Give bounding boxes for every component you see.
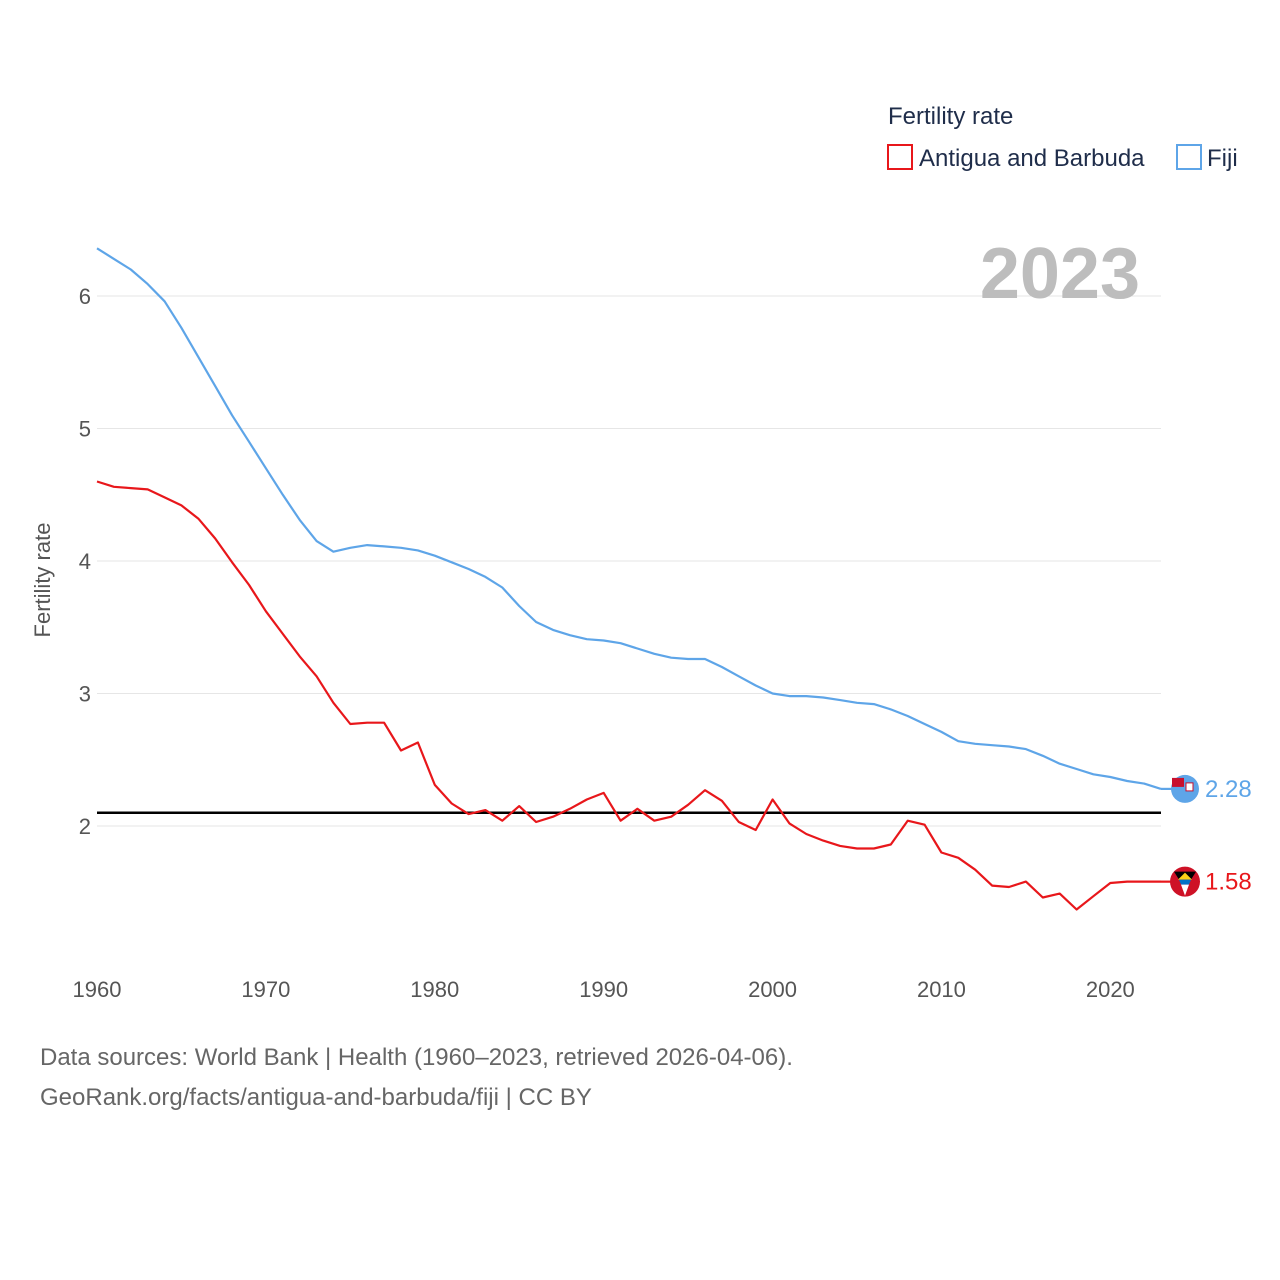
antigua-end-marker: 1.58 xyxy=(1170,866,1252,897)
footer-source-text: Data sources: World Bank | Health (1960–… xyxy=(40,1044,793,1071)
fiji-end-value: 2.28 xyxy=(1205,776,1252,803)
footer-link[interactable]: GeoRank.org/facts/antigua-and-barbuda/fi… xyxy=(40,1084,592,1111)
x-tick-label-1980: 1980 xyxy=(410,977,459,1002)
year-watermark: 2023 xyxy=(980,234,1140,314)
series-line-antigua-and-barbuda[interactable] xyxy=(96,480,1161,911)
fiji-flag-shield xyxy=(1185,782,1194,792)
y-axis-ticks: 2 3 4 5 6 xyxy=(79,284,91,839)
y-tick-label-6: 6 xyxy=(79,284,91,309)
x-tick-label-1990: 1990 xyxy=(579,977,628,1002)
y-tick-label-4: 4 xyxy=(79,549,91,574)
legend-swatch-antigua-and-barbuda xyxy=(887,144,913,170)
legend-title: Fertility rate xyxy=(888,103,1013,130)
series-lines xyxy=(96,247,1173,911)
x-tick-label-1970: 1970 xyxy=(241,977,290,1002)
y-tick-label-5: 5 xyxy=(79,417,91,442)
fiji-end-marker: 2.28 xyxy=(1171,774,1252,803)
legend-swatch-fiji xyxy=(1176,144,1202,170)
legend-label-antigua-and-barbuda: Antigua and Barbuda xyxy=(919,145,1145,172)
x-tick-label-2020: 2020 xyxy=(1086,977,1135,1002)
x-tick-label-2000: 2000 xyxy=(748,977,797,1002)
antigua-and-barbuda-end-value: 1.58 xyxy=(1205,869,1252,896)
x-axis-ticks: 1960 1970 1980 1990 2000 2010 2020 xyxy=(73,977,1135,1002)
y-tick-label-3: 3 xyxy=(79,682,91,707)
y-tick-label-2: 2 xyxy=(79,814,91,839)
antigua-flag-sun xyxy=(1178,872,1192,880)
x-tick-label-2010: 2010 xyxy=(917,977,966,1002)
y-axis-title: Fertility rate xyxy=(30,523,55,638)
legend-item-antigua-and-barbuda[interactable]: Antigua and Barbuda xyxy=(887,144,1145,172)
legend-item-fiji[interactable]: Fiji xyxy=(1176,144,1238,172)
x-tick-label-1960: 1960 xyxy=(73,977,122,1002)
series-line-fiji[interactable] xyxy=(96,247,1162,790)
legend: Fertility rate Antigua and Barbuda Fiji xyxy=(887,103,1238,172)
gridlines xyxy=(97,295,1161,827)
antigua-flag-blue-band xyxy=(1179,879,1191,885)
fiji-flag-canton xyxy=(1172,777,1184,787)
legend-label-fiji: Fiji xyxy=(1207,145,1238,172)
antigua-flag-white-band xyxy=(1181,884,1189,896)
